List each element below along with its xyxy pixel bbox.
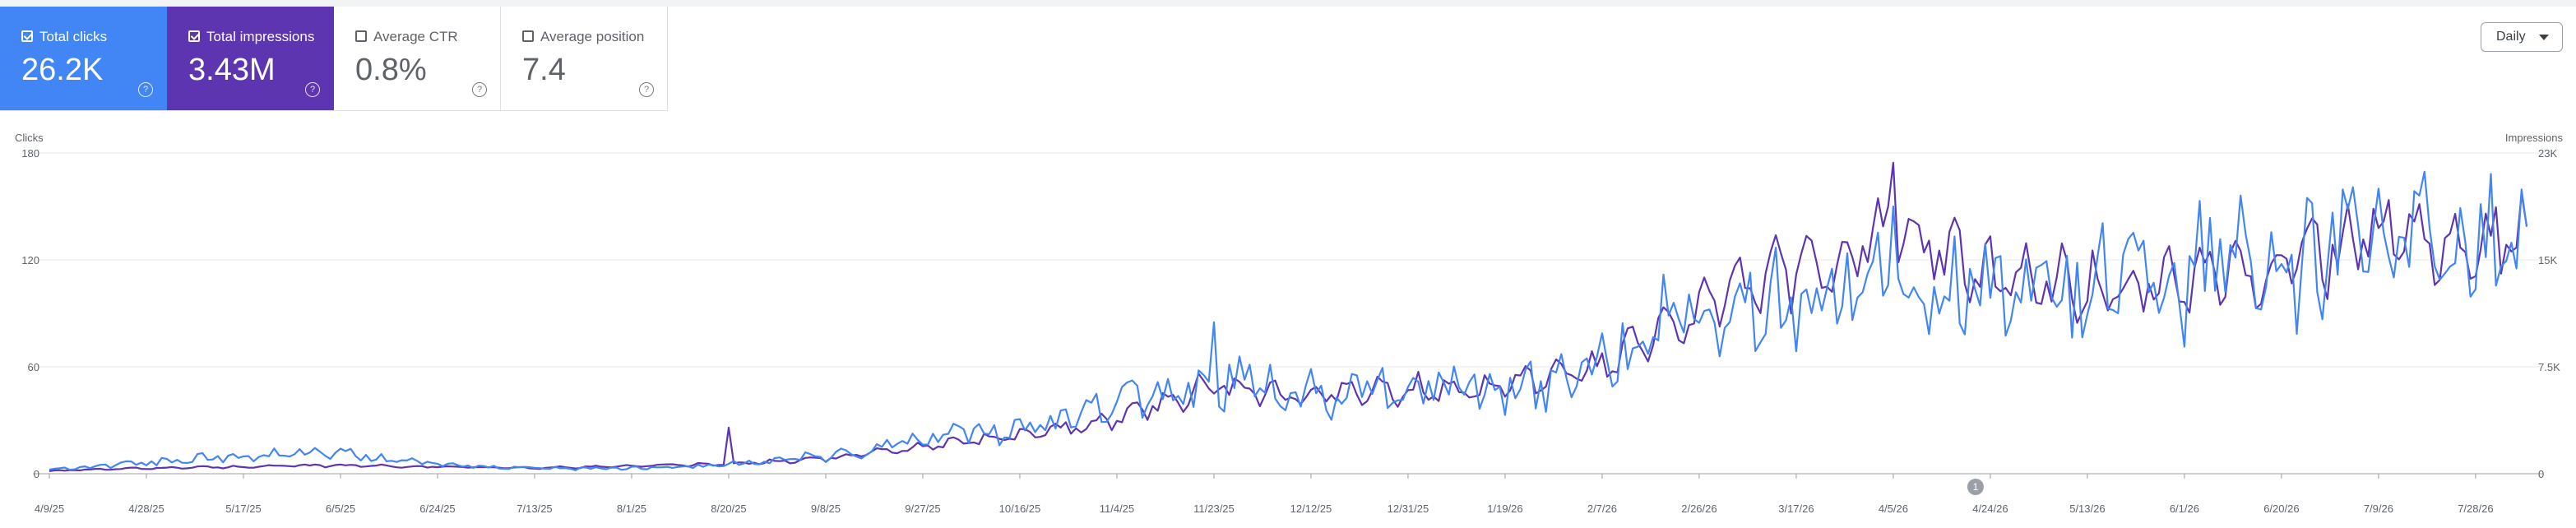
- x-axis-tick-label: 7/13/25: [517, 503, 552, 515]
- x-axis-tick-label: 11/4/25: [1100, 503, 1134, 515]
- gridlines: [33, 152, 2543, 475]
- left-axis-tick-label: 180: [21, 147, 39, 160]
- left-axis-ticks: 0 60 120 180: [21, 147, 39, 480]
- metric-card-average-ctr[interactable]: Average CTR 0.8% ?: [334, 7, 501, 110]
- x-axis-tick-label: 11/23/25: [1193, 503, 1235, 515]
- left-axis-tick-label: 60: [28, 361, 39, 373]
- checkbox-unchecked-icon[interactable]: [355, 30, 367, 42]
- metric-label: Average CTR: [373, 29, 458, 44]
- x-axis-tick-label: 5/17/25: [225, 503, 261, 515]
- right-axis-tick-label: 23K: [2538, 147, 2557, 160]
- impressions-series: [49, 161, 2528, 472]
- x-axis-tick-label: 4/28/25: [128, 503, 164, 515]
- right-axis-label: Impressions: [2505, 132, 2564, 144]
- metric-cards: Total clicks 26.2K ? Total impressions 3…: [0, 7, 668, 111]
- right-axis-tick-label: 0: [2538, 468, 2544, 480]
- x-axis-ticks: 4/9/25 4/28/25 5/17/25 6/5/25 6/24/25 7/13/25…: [35, 474, 2494, 515]
- metric-card-total-clicks[interactable]: Total clicks 26.2K ?: [0, 7, 167, 110]
- annotation-marker[interactable]: 1: [1967, 479, 1984, 495]
- left-axis-label: Clicks: [15, 132, 44, 144]
- series-line: [49, 170, 2528, 471]
- right-axis-tick-label: 7.5K: [2538, 361, 2560, 373]
- x-axis-tick-label: 7/9/26: [2364, 503, 2393, 515]
- x-axis-tick-label: 9/27/25: [905, 503, 940, 515]
- right-axis-ticks: 0 7.5K 15K 23K: [2538, 147, 2560, 480]
- x-axis-tick-label: 10/16/25: [999, 503, 1041, 515]
- x-axis-tick-label: 4/24/26: [1972, 503, 2008, 515]
- x-axis-tick-label: 6/24/25: [419, 503, 455, 515]
- x-axis-tick-label: 1/19/26: [1487, 503, 1522, 515]
- x-axis-tick-label: 8/1/25: [617, 503, 646, 515]
- metric-value: 7.4: [522, 53, 566, 87]
- help-icon[interactable]: ?: [138, 82, 153, 97]
- top-strip: [0, 0, 2576, 7]
- checkbox-checked-icon[interactable]: [188, 30, 200, 42]
- x-axis-tick-label: 6/5/25: [326, 503, 355, 515]
- granularity-dropdown[interactable]: Daily: [2481, 22, 2563, 52]
- metric-card-average-position[interactable]: Average position 7.4 ?: [501, 7, 668, 110]
- metric-label: Average position: [540, 29, 645, 44]
- granularity-label: Daily: [2496, 30, 2526, 44]
- x-axis-tick-label: 12/31/25: [1388, 503, 1429, 515]
- x-axis-tick-label: 4/5/26: [1879, 503, 1908, 515]
- metric-value: 26.2K: [21, 53, 104, 87]
- x-axis-tick-label: 5/13/26: [2069, 503, 2105, 515]
- metric-label: Total clicks: [39, 29, 108, 44]
- metric-label: Total impressions: [206, 29, 315, 44]
- x-axis-tick-label: 3/17/26: [1778, 503, 1814, 515]
- x-axis-tick-label: 8/20/25: [711, 503, 746, 515]
- x-axis-tick-label: 6/20/26: [2263, 503, 2299, 515]
- right-axis-tick-label: 15K: [2538, 254, 2557, 266]
- left-axis-tick-label: 0: [34, 468, 39, 480]
- checkbox-checked-icon[interactable]: [21, 30, 33, 42]
- metric-value: 3.43M: [188, 53, 276, 87]
- x-axis-tick-label: 7/28/26: [2458, 503, 2493, 515]
- x-axis-tick-label: 6/1/26: [2170, 503, 2199, 515]
- help-icon[interactable]: ?: [639, 82, 654, 97]
- left-axis-tick-label: 120: [21, 254, 39, 266]
- clicks-series: [49, 170, 2528, 471]
- annotation-circle-icon[interactable]: [1967, 479, 1984, 495]
- caret-down-icon: [2539, 35, 2549, 40]
- metric-value: 0.8%: [355, 53, 427, 87]
- help-icon[interactable]: ?: [305, 82, 320, 97]
- x-axis-tick-label: 2/26/26: [1681, 503, 1717, 515]
- annotation-number: 1: [1973, 481, 1979, 493]
- x-axis-tick-label: 12/12/25: [1290, 503, 1332, 515]
- metric-card-total-impressions[interactable]: Total impressions 3.43M ?: [167, 7, 334, 110]
- x-axis-tick-label: 4/9/25: [35, 503, 64, 515]
- checkbox-unchecked-icon[interactable]: [522, 30, 534, 42]
- series-line: [49, 161, 2528, 472]
- x-axis-tick-label: 2/7/26: [1587, 503, 1617, 515]
- x-axis-tick-label: 9/8/25: [811, 503, 841, 515]
- help-icon[interactable]: ?: [472, 82, 487, 97]
